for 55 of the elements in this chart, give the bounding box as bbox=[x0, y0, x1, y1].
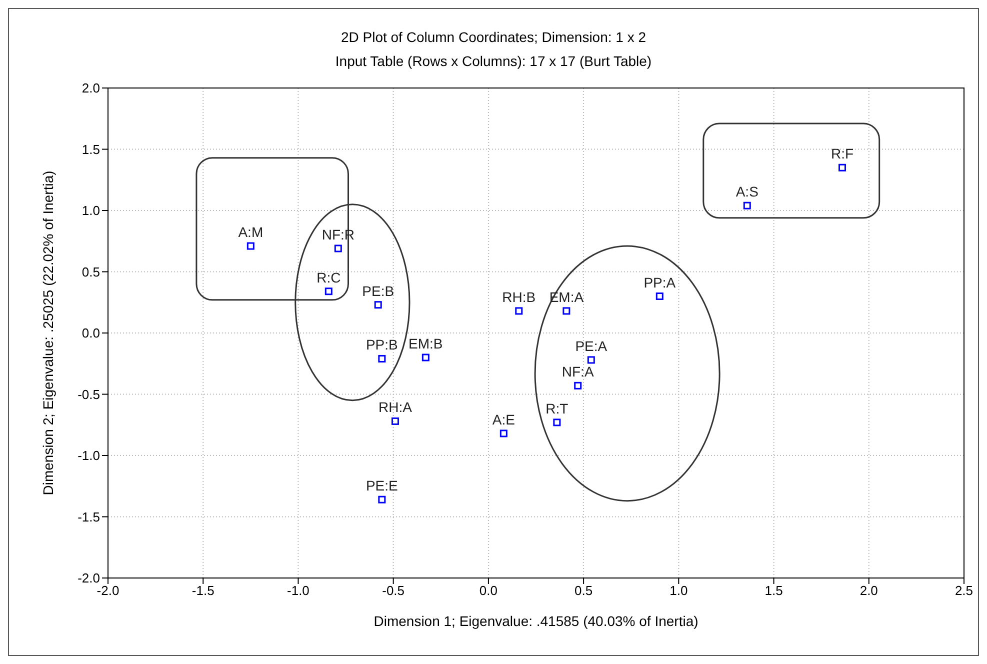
point bbox=[378, 496, 386, 504]
annotation: EM:B bbox=[408, 336, 443, 352]
point bbox=[391, 417, 399, 425]
point bbox=[334, 244, 342, 252]
annotation: A:M bbox=[238, 224, 264, 240]
y-tick-label: -0.5 bbox=[78, 386, 100, 402]
point bbox=[246, 242, 254, 250]
x-tick-label: 0.5 bbox=[574, 583, 593, 598]
point bbox=[500, 430, 508, 438]
x-tick-label: -1.5 bbox=[192, 583, 214, 598]
point bbox=[587, 356, 595, 364]
x-tick-label: 1.0 bbox=[670, 583, 688, 598]
annotation: R:F bbox=[830, 146, 854, 162]
annotation: PE:A bbox=[575, 338, 608, 354]
y-tick-label: -1.0 bbox=[78, 448, 100, 464]
point bbox=[515, 307, 523, 315]
x-tick-label: 2.0 bbox=[860, 583, 878, 598]
x-tick-label: -2.0 bbox=[96, 583, 120, 598]
annotation: A:E bbox=[492, 411, 515, 428]
point bbox=[422, 354, 430, 362]
x-tick-label: -1.0 bbox=[287, 583, 310, 598]
y-tick-label: -2.0 bbox=[78, 570, 100, 586]
point bbox=[378, 354, 386, 362]
point bbox=[743, 202, 751, 210]
chart-title: 2D Plot of Column Coordinates; Dimension: 1 x 2 bbox=[340, 29, 648, 45]
point bbox=[562, 307, 570, 315]
annotation: NF:A bbox=[562, 364, 594, 380]
x-tick-label: 1.5 bbox=[764, 583, 783, 598]
point bbox=[838, 164, 846, 172]
point bbox=[324, 288, 332, 296]
point bbox=[374, 301, 382, 309]
annotation: R:T bbox=[546, 400, 569, 416]
annotation: PE:B bbox=[362, 282, 394, 299]
x-tick-label: -0.5 bbox=[382, 583, 405, 598]
point bbox=[656, 292, 664, 300]
x-tick-label: 0.0 bbox=[479, 583, 498, 598]
annotation: RH:A bbox=[378, 399, 413, 416]
annotation: PP:B bbox=[366, 336, 398, 353]
annotation: PE:E bbox=[366, 478, 398, 494]
annotation: R:C bbox=[316, 269, 341, 286]
y-tick-label: 2.0 bbox=[82, 80, 100, 96]
y-tick-label: 0.5 bbox=[82, 264, 100, 280]
point bbox=[574, 382, 582, 390]
point bbox=[553, 418, 561, 426]
y-axis-title: Dimension 2; Eigenvalue: .25025 (22.02% of Inertia) bbox=[40, 170, 56, 496]
y-tick-label: 0.0 bbox=[82, 326, 100, 341]
chart-subtitle: Input Table (Rows x Columns): 17 x 17 (Burt Table) bbox=[334, 53, 653, 69]
annotation: PP:A bbox=[644, 274, 676, 290]
x-axis-title: Dimension 1; Eigenvalue: .41585 (40.03% of Inertia) bbox=[374, 613, 698, 629]
y-tick-label: 1.0 bbox=[82, 203, 100, 218]
annotation: A:S bbox=[736, 184, 758, 200]
y-tick-label: 1.5 bbox=[82, 142, 100, 157]
annotation: RH:B bbox=[502, 288, 536, 305]
x-tick-label: 2.5 bbox=[954, 583, 974, 598]
y-tick-label: -1.5 bbox=[78, 509, 100, 524]
